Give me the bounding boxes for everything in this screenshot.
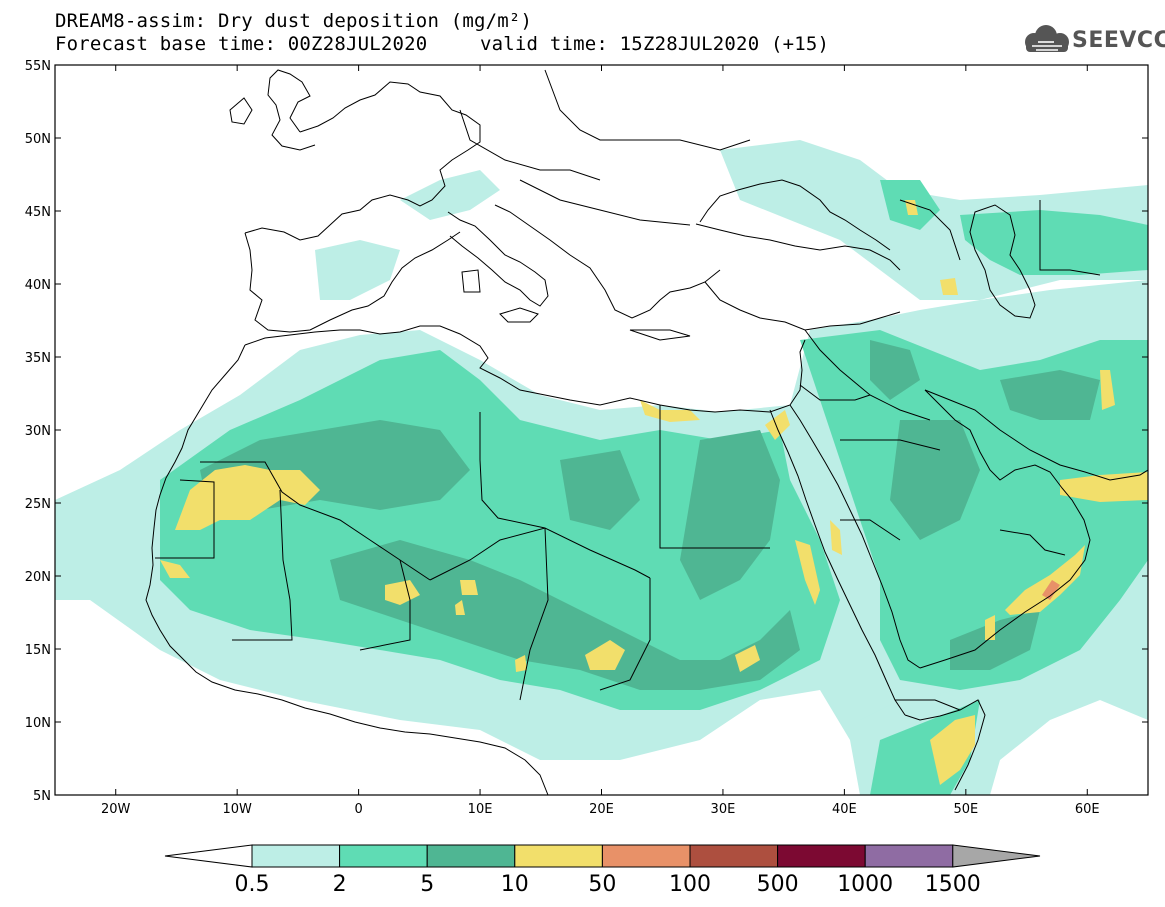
cloud-logo-icon xyxy=(1025,25,1069,52)
lat-tick-label: 25N xyxy=(25,497,51,512)
lat-tick-label: 45N xyxy=(25,205,51,220)
dust-contour-area xyxy=(175,465,320,530)
colorbar-level-label: 100 xyxy=(669,872,711,897)
axis-ticks: 20W 10W 0 10E 20E 30E 40E 50E 60E 55N 50N 45N 40N 35N… xyxy=(25,59,1148,817)
colorbar-swatch xyxy=(426,844,516,868)
lat-tick-label: 5N xyxy=(33,789,51,804)
dust-contour-area xyxy=(930,715,975,785)
dust-contour-area xyxy=(160,560,190,578)
lat-tick-label: 40N xyxy=(25,278,51,293)
coastlines-borders xyxy=(145,69,1148,795)
lat-tick-label: 35N xyxy=(25,351,51,366)
lat-tick-label: 55N xyxy=(25,59,51,74)
lon-tick-label: 10W xyxy=(222,802,252,817)
valid-time: valid time: 15Z28JUL2020 (+15) xyxy=(480,33,830,55)
lat-tick-label: 20N xyxy=(25,570,51,585)
dust-contour-area xyxy=(460,580,478,595)
lat-tick-label: 50N xyxy=(25,132,51,147)
colorbar-level-label: 5 xyxy=(420,872,434,897)
lon-tick-label: 0 xyxy=(354,802,362,817)
lat-tick-label: 30N xyxy=(25,424,51,439)
lon-tick-label: 10E xyxy=(468,802,493,817)
dust-contour-area xyxy=(1060,472,1148,502)
colorbar-level-label: 500 xyxy=(757,872,799,897)
dust-contour-area xyxy=(940,278,958,295)
dust-contour-area xyxy=(1000,370,1100,420)
colorbar-swatch xyxy=(689,844,779,868)
colorbar-level-label: 1000 xyxy=(837,872,893,897)
dust-contour-area xyxy=(870,340,920,400)
dust-contour-area xyxy=(400,170,500,220)
lon-tick-label: 30E xyxy=(711,802,736,817)
dust-contour-area xyxy=(560,450,640,530)
dust-contour-area xyxy=(640,400,700,422)
dust-contour-area xyxy=(680,430,780,600)
colorbar-swatch xyxy=(514,844,603,868)
dust-contour-area xyxy=(385,580,420,605)
colorbar-swatch xyxy=(251,844,341,868)
dust-contour-area xyxy=(1100,370,1115,410)
lat-tick-label: 15N xyxy=(25,643,51,658)
colorbar-level-label: 2 xyxy=(333,872,347,897)
colorbar-level-label: 0.5 xyxy=(235,872,270,897)
colorbar-swatch xyxy=(777,844,866,868)
dust-contour-area xyxy=(1005,545,1085,615)
colorbar-over-arrow xyxy=(952,844,1041,868)
lon-tick-label: 50E xyxy=(953,802,978,817)
dust-contour-area xyxy=(585,640,625,670)
lon-tick-label: 20W xyxy=(101,802,131,817)
dust-contour-area xyxy=(985,615,995,640)
lon-tick-label: 40E xyxy=(832,802,857,817)
dust-contour-area xyxy=(455,600,465,615)
dust-contour-area xyxy=(890,420,980,540)
logo-text: SEEVCCC xyxy=(1072,28,1165,53)
colorbar-swatch xyxy=(864,844,954,868)
lon-tick-label: 60E xyxy=(1075,802,1100,817)
lat-tick-label: 10N xyxy=(25,716,51,731)
colorbar-under-arrow xyxy=(164,844,253,868)
dust-contour-area xyxy=(330,540,800,690)
colorbar-level-label: 1500 xyxy=(925,872,981,897)
dust-contour-area xyxy=(1042,580,1060,600)
colorbar-swatch xyxy=(601,844,691,868)
dust-contour-area xyxy=(735,645,760,672)
lon-tick-label: 20E xyxy=(589,802,614,817)
dust-field-layer xyxy=(55,140,1148,795)
dust-contour-area xyxy=(515,655,527,672)
dust-contour-area xyxy=(765,410,790,440)
dust-contour-area xyxy=(795,540,820,605)
dust-contour-area xyxy=(830,520,842,555)
colorbar-level-label: 50 xyxy=(588,872,616,897)
colorbar-level-label: 10 xyxy=(501,872,529,897)
dust-contour-area xyxy=(905,200,918,215)
dust-contour-area xyxy=(315,240,400,300)
colorbar-swatch xyxy=(339,844,428,868)
dust-contour-area xyxy=(960,210,1148,275)
map-title: DREAM8-assim: Dry dust deposition (mg/m²… xyxy=(55,10,533,32)
forecast-base-time: Forecast base time: 00Z28JUL2020 xyxy=(55,33,428,55)
